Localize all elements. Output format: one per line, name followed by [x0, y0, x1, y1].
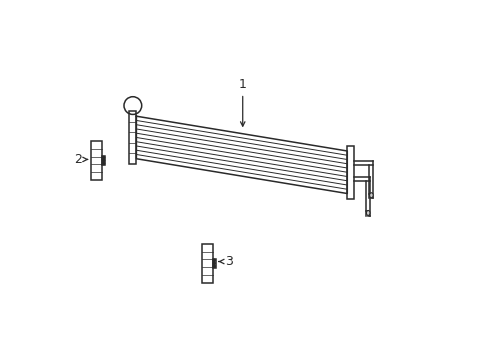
- Circle shape: [102, 162, 104, 165]
- Circle shape: [213, 259, 215, 261]
- Bar: [212, 259, 215, 268]
- Ellipse shape: [366, 211, 369, 215]
- Circle shape: [213, 265, 215, 267]
- Ellipse shape: [369, 193, 372, 198]
- Text: 1: 1: [238, 78, 246, 126]
- Text: 2: 2: [74, 153, 87, 166]
- Bar: [202, 244, 212, 283]
- Circle shape: [102, 157, 104, 159]
- Text: 3: 3: [219, 255, 232, 268]
- Bar: [129, 111, 136, 164]
- Circle shape: [213, 262, 215, 264]
- Bar: [91, 141, 102, 180]
- Bar: [346, 146, 353, 199]
- Circle shape: [102, 159, 104, 162]
- Bar: [102, 156, 105, 165]
